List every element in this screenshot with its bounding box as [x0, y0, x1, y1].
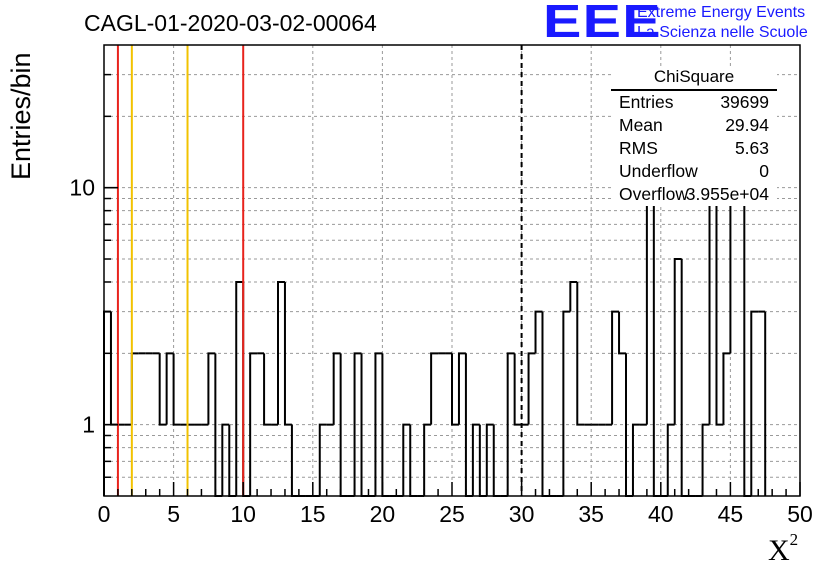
histogram-bin: [513, 353, 522, 426]
stats-row-underflow: Underflow 0: [611, 160, 777, 183]
stats-value: 29.94: [725, 115, 769, 135]
eee-logo: EEE: [543, 0, 662, 47]
x-tick-label: 50: [787, 501, 813, 527]
stats-value: 3.955e+04: [685, 184, 769, 204]
histogram-bin: [715, 139, 724, 426]
histogram-bin: [506, 352, 515, 496]
x-tick-label: 30: [509, 501, 535, 527]
histogram-bin: [666, 423, 675, 496]
stats-box: ChiSquare Entries 39699 Mean 29.94 RMS 5…: [611, 66, 777, 206]
y-tick-label: 10: [69, 175, 95, 201]
histogram-bin: [277, 280, 285, 425]
x-tick-label: 25: [439, 501, 465, 527]
histogram-bin: [722, 352, 731, 425]
histogram-bin: [541, 311, 550, 497]
axis-ticks: [103, 73, 801, 496]
stats-value: 0: [759, 161, 769, 181]
histogram-bin: [353, 352, 362, 496]
stats-label: RMS: [619, 138, 658, 158]
x-tick-label: 35: [578, 501, 604, 527]
stats-row-rms: RMS 5.63: [611, 137, 777, 160]
histogram-bin: [332, 352, 341, 425]
x-axis-label: X2: [768, 530, 798, 568]
histogram-bin: [485, 423, 494, 496]
stats-row-entries: Entries 39699: [611, 91, 777, 114]
stats-label: Overflow: [619, 184, 689, 204]
x-tick-label: 40: [648, 501, 674, 527]
stats-label: Mean: [619, 115, 663, 135]
histogram-bin: [207, 352, 216, 425]
histogram-bin: [680, 259, 689, 497]
histogram-bin: [263, 353, 272, 426]
stats-value: 5.63: [734, 138, 769, 158]
histogram-bin: [471, 423, 480, 496]
histogram-bin: [611, 310, 620, 425]
marker-lines: [116, 45, 523, 496]
histogram-bin: [652, 198, 661, 497]
histogram-bin: [109, 311, 118, 426]
x-tick-label: 20: [370, 501, 396, 527]
stats-row-mean: Mean 29.94: [611, 114, 777, 137]
histogram-bin: [172, 353, 181, 426]
x-tick-label: 15: [300, 501, 326, 527]
histogram-bin: [374, 352, 383, 496]
x-tick-label: 0: [98, 501, 111, 527]
stats-title: ChiSquare: [611, 66, 777, 91]
histogram-bin: [631, 423, 640, 496]
x-axis-label-symbol: X: [768, 534, 790, 567]
logo-line-2: La Scienza nelle Scuole: [637, 24, 808, 41]
histogram-bin: [242, 281, 251, 497]
histogram-bin: [673, 258, 682, 425]
x-tick-label: 45: [718, 501, 744, 527]
histogram-bin: [701, 423, 710, 496]
x-axis-label-exponent: 2: [789, 530, 799, 549]
histogram-bin: [235, 280, 244, 496]
histogram-bin: [130, 352, 139, 425]
grid-lines: [104, 45, 800, 496]
histogram-bin: [158, 353, 167, 426]
logo-line-1: Extreme Energy Events: [637, 4, 806, 21]
stats-label: Underflow: [619, 161, 698, 181]
histogram-bin: [221, 423, 230, 496]
histogram-bin: [750, 310, 759, 496]
histogram-bin: [457, 352, 466, 425]
histogram-bin: [165, 352, 174, 425]
histogram-bin: [423, 423, 432, 496]
histogram-bin: [318, 423, 327, 496]
histogram-bin: [283, 281, 292, 426]
tick-labels: 0 5 10 15 20 25 30 35 40 45 50 1 10: [69, 175, 812, 527]
stats-value: 39699: [720, 92, 769, 112]
y-axis-label: Entries/bin: [6, 52, 36, 180]
x-tick-label: 5: [167, 501, 180, 527]
stats-row-overflow: Overflow 3.955e+04: [611, 183, 777, 206]
stats-label: Entries: [619, 92, 674, 112]
histogram-bin: [576, 281, 585, 426]
histogram-bin: [618, 311, 626, 355]
histogram-bin: [402, 423, 411, 496]
histogram-bin: [527, 352, 536, 425]
histogram-bin: [534, 310, 543, 354]
y-tick-label: 1: [82, 412, 95, 438]
histogram-bin: [562, 310, 571, 496]
histogram-bin: [103, 310, 111, 496]
histogram-bin: [451, 353, 459, 426]
x-tick-label: 10: [230, 501, 256, 527]
histogram-bin: [569, 280, 578, 312]
chart-title: CAGL-01-2020-03-02-00064: [84, 10, 377, 36]
histogram-bin: [249, 352, 258, 496]
histogram-bin: [430, 352, 439, 425]
